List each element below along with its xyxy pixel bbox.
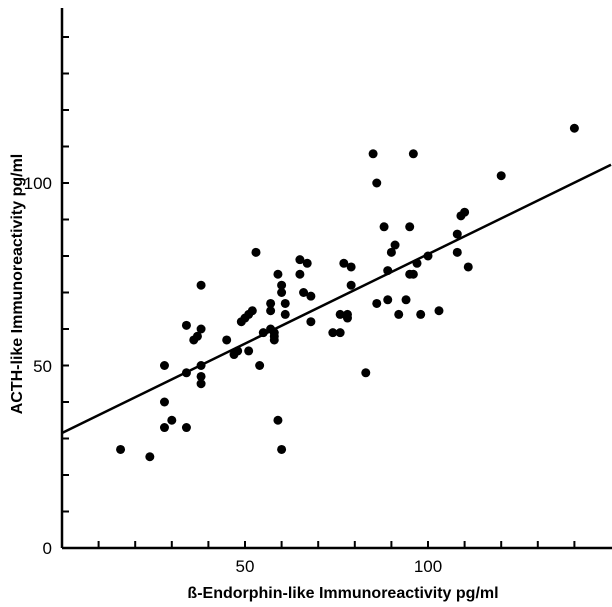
data-point-41	[295, 269, 305, 279]
data-point-49	[339, 258, 349, 268]
data-point-42	[299, 288, 309, 297]
data-point-8	[181, 423, 191, 433]
data-point-67	[408, 149, 418, 159]
data-point-26	[258, 328, 268, 338]
data-point-16	[222, 335, 232, 345]
data-point-2	[159, 361, 169, 370]
y-tick-label-50: 50	[33, 357, 52, 376]
data-point-56	[372, 178, 382, 188]
data-point-5	[167, 415, 177, 425]
tick-labels: 0 50 100 50 100	[24, 174, 443, 576]
data-point-27	[266, 306, 276, 316]
data-point-28	[266, 298, 276, 308]
data-point-69	[412, 258, 422, 268]
data-point-57	[372, 298, 382, 308]
data-point-7	[181, 368, 191, 378]
data-point-47	[335, 309, 345, 319]
x-axis-title: ß-Endorphin-like Immunoreactivity pg/ml	[187, 585, 498, 602]
data-point-59	[383, 295, 393, 305]
data-point-18	[233, 346, 243, 356]
data-point-79	[569, 123, 579, 133]
data-point-74	[452, 247, 462, 257]
data-point-39	[280, 309, 290, 319]
data-point-62	[390, 240, 400, 250]
data-point-52	[346, 262, 356, 272]
data-point-35	[277, 280, 287, 290]
data-points	[116, 123, 579, 462]
regression-line-path	[61, 163, 612, 435]
data-point-15	[196, 280, 206, 290]
regression-line	[61, 163, 612, 435]
data-point-12	[196, 361, 206, 370]
axes	[60, 8, 612, 550]
data-point-32	[269, 335, 279, 345]
data-point-55	[368, 149, 378, 159]
data-point-22	[244, 346, 254, 356]
data-point-36	[277, 288, 287, 297]
data-point-72	[434, 306, 444, 316]
y-tick-label-0: 0	[43, 539, 52, 558]
data-point-51	[342, 309, 352, 319]
data-point-64	[401, 295, 411, 305]
data-point-3	[159, 397, 169, 407]
axis-ticks	[62, 36, 576, 548]
data-point-31	[269, 328, 279, 338]
data-point-58	[379, 222, 389, 232]
data-point-6	[181, 320, 191, 330]
data-point-43	[302, 258, 312, 268]
data-point-25	[255, 361, 265, 370]
data-point-10	[192, 331, 202, 341]
data-point-37	[277, 444, 287, 454]
data-point-23	[247, 306, 257, 316]
data-point-73	[452, 229, 462, 239]
data-point-66	[405, 222, 415, 232]
data-point-40	[295, 255, 305, 265]
y-axis-title: ACTH-like Immunoreactivity pg/ml	[9, 154, 26, 415]
data-point-63	[394, 309, 404, 319]
data-point-76	[460, 207, 470, 217]
data-point-78	[496, 171, 506, 181]
data-point-34	[273, 415, 283, 425]
data-point-48	[335, 328, 345, 338]
data-point-0	[116, 444, 126, 454]
data-point-68	[408, 269, 418, 279]
x-tick-label-100: 100	[414, 557, 442, 576]
data-point-4	[159, 423, 169, 433]
data-point-61	[386, 247, 396, 257]
data-point-11	[196, 324, 206, 334]
data-point-71	[423, 251, 433, 261]
data-point-77	[463, 262, 473, 272]
data-point-70	[416, 309, 426, 319]
data-point-1	[145, 452, 155, 462]
data-point-33	[273, 269, 283, 279]
data-point-60	[383, 266, 393, 276]
data-point-14	[196, 379, 206, 389]
data-point-45	[306, 291, 316, 301]
x-tick-label-50: 50	[236, 557, 255, 576]
y-tick-label-100: 100	[24, 174, 52, 193]
data-point-46	[328, 328, 338, 338]
data-point-24	[251, 247, 261, 257]
data-point-13	[196, 371, 206, 381]
data-point-53	[346, 280, 356, 290]
data-point-38	[280, 298, 290, 308]
data-point-44	[306, 317, 316, 327]
data-point-54	[361, 368, 371, 378]
